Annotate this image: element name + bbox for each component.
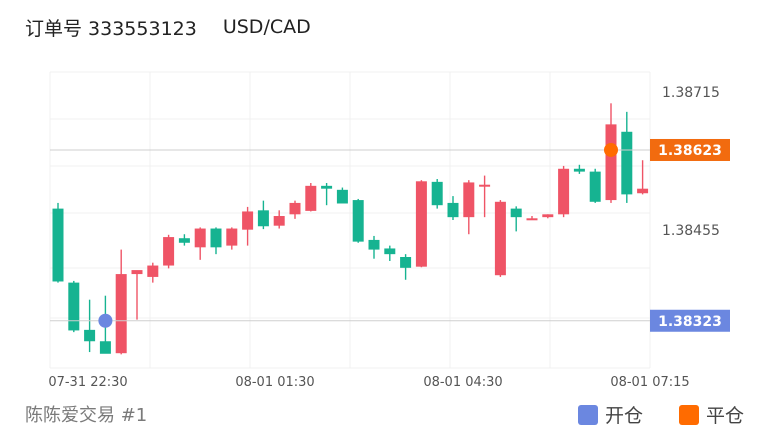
candle-body (621, 131, 633, 195)
account-label: 陈陈爱交易 #1 (25, 405, 148, 426)
header: 订单号 333553123 USD/CAD (25, 12, 311, 42)
candle-body (542, 214, 554, 218)
candle-body (273, 216, 285, 226)
overlay: 1.38623 1.38323 (50, 138, 730, 332)
candle-body (494, 201, 506, 276)
currency-pair: USD/CAD (222, 16, 311, 38)
open-marker-icon (98, 313, 113, 328)
candle-body (431, 181, 443, 206)
candle-body (194, 228, 206, 248)
candle-body (573, 168, 585, 172)
candle-body (415, 181, 427, 267)
candle-body (305, 185, 317, 211)
candle-body (447, 202, 459, 218)
y-tick-label: 1.38715 (662, 85, 720, 101)
x-tick-label: 08-01 04:30 (423, 375, 502, 390)
price-tag (650, 138, 730, 161)
candle-body (68, 282, 80, 331)
open-swatch-icon (578, 404, 598, 425)
candle-body (163, 237, 175, 266)
candle-body (115, 274, 127, 354)
candle-body (463, 182, 475, 218)
close-swatch-icon (679, 404, 699, 425)
candle-body (178, 238, 190, 243)
legend-close-label: 平仓 (706, 405, 745, 427)
price-tag-label: 1.38623 (658, 143, 722, 159)
candle-body (589, 171, 601, 202)
legend-open: 开仓 (578, 401, 643, 428)
candle-body (210, 228, 222, 248)
candle-body (99, 341, 111, 354)
legend-open-label: 开仓 (605, 405, 644, 427)
grid: 1.38715 1.38455 07-31 22:30 08-01 01:30 08-0… (48, 71, 720, 390)
candle-body (368, 239, 380, 250)
price-tag-label: 1.38323 (658, 314, 722, 330)
candle-body (479, 184, 491, 187)
y-tick-label: 1.38455 (662, 223, 720, 239)
candle-body (52, 208, 64, 282)
candle-body (242, 211, 254, 230)
candle-body (605, 124, 617, 201)
candle-body (84, 329, 96, 342)
price-tag (650, 309, 730, 332)
candle-body (637, 188, 649, 194)
candle-body (147, 265, 159, 277)
x-tick-label: 07-31 22:30 (48, 375, 127, 390)
candle-body (131, 270, 143, 275)
close-marker-icon (604, 142, 618, 157)
candle-body (384, 248, 396, 255)
candle-body (510, 208, 522, 218)
candle-body (526, 218, 538, 221)
candles (52, 103, 649, 355)
candle-body (289, 202, 301, 215)
candle-body (321, 185, 333, 189)
candle-body (400, 257, 412, 268)
order-number: 订单号 333553123 (25, 17, 197, 40)
x-tick-label: 08-01 07:15 (610, 375, 689, 390)
x-tick-label: 08-01 01:30 (235, 375, 314, 390)
candle-body (352, 200, 364, 242)
candle-body (558, 168, 570, 215)
candle-body (257, 210, 269, 227)
candle-body (226, 228, 238, 246)
legend-close: 平仓 (679, 401, 744, 428)
candle-body (336, 189, 348, 204)
